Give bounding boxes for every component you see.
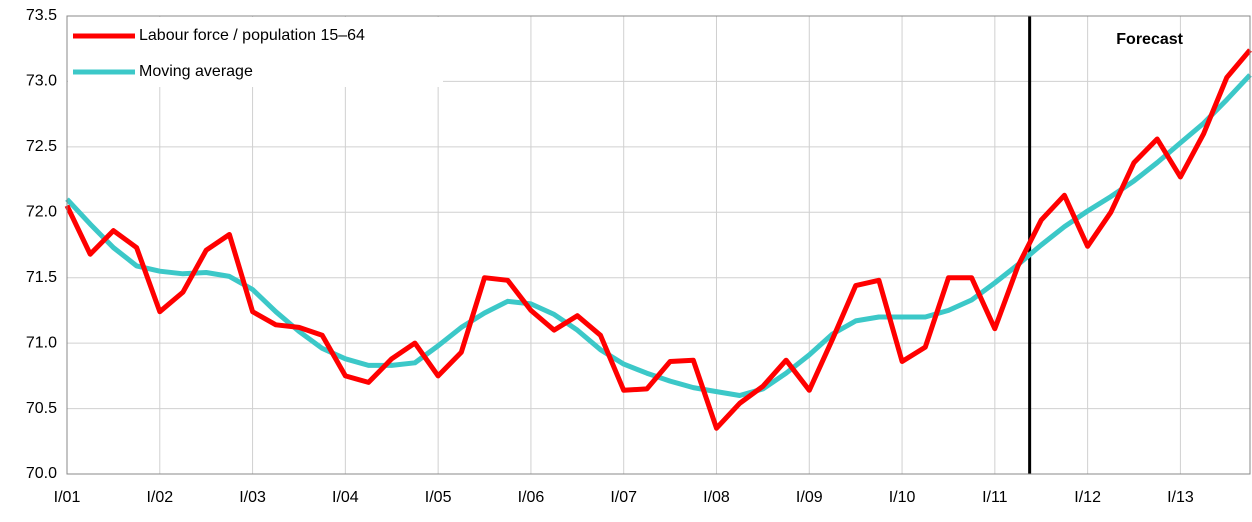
x-tick-label: I/06 <box>518 489 545 506</box>
x-tick-label: I/09 <box>796 489 823 506</box>
y-tick-label: 71.5 <box>26 269 57 286</box>
legend-box <box>68 17 443 87</box>
y-tick-label: 71.0 <box>26 334 57 351</box>
plot-area <box>66 15 1251 475</box>
series-line <box>64 48 1252 431</box>
plot-border <box>66 15 1251 475</box>
x-tick-label: I/04 <box>332 489 359 506</box>
x-tick-label: I/08 <box>703 489 730 506</box>
x-tick-label: I/11 <box>982 489 1008 506</box>
y-tick-label: 70.0 <box>26 465 57 482</box>
legend-label: Moving average <box>139 63 253 80</box>
y-tick-label: 72.5 <box>26 138 57 155</box>
legend-label: Labour force / population 15–64 <box>139 27 365 44</box>
x-tick-label: I/13 <box>1167 489 1194 506</box>
y-tick-label: 70.5 <box>26 400 57 417</box>
x-tick-label: I/03 <box>239 489 266 506</box>
y-tick-label: 73.5 <box>26 7 57 24</box>
x-tick-label: I/02 <box>146 489 173 506</box>
annotation: Forecast <box>1116 31 1183 48</box>
x-tick-label: I/01 <box>54 489 81 506</box>
x-tick-label: I/12 <box>1074 489 1101 506</box>
x-tick-label: I/10 <box>889 489 916 506</box>
x-tick-label: I/07 <box>610 489 637 506</box>
y-tick-label: 72.0 <box>26 204 57 221</box>
y-tick-label: 73.0 <box>26 73 57 90</box>
x-tick-label: I/05 <box>425 489 452 506</box>
